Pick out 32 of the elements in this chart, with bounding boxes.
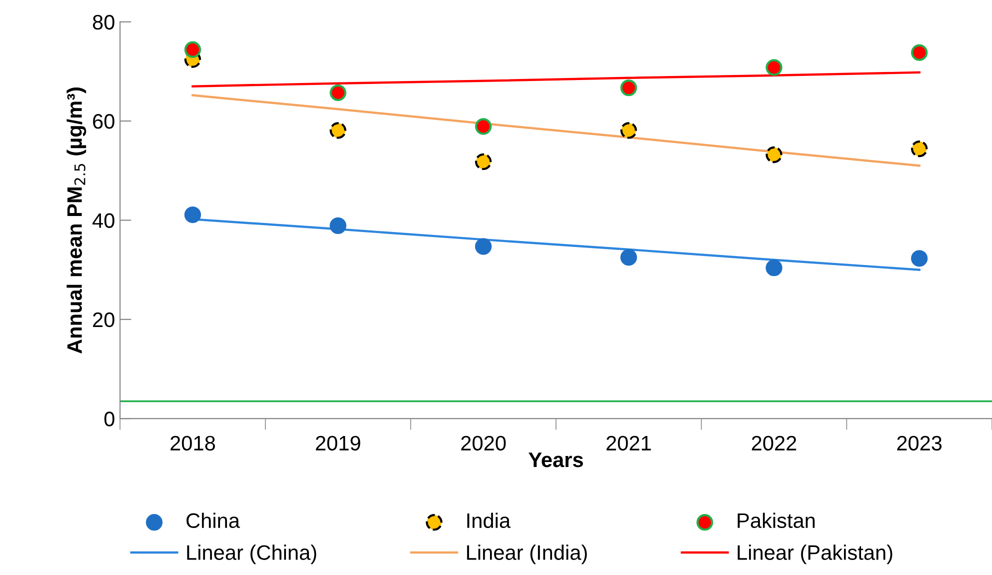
point	[911, 250, 928, 267]
x-tick-label: 2018	[170, 436, 215, 451]
point	[911, 44, 928, 61]
y-tick-label: 80	[92, 14, 114, 30]
point	[330, 217, 346, 234]
y-tick-label: 40	[92, 213, 114, 228]
point	[475, 118, 492, 135]
point	[184, 41, 202, 58]
legend-label: India	[467, 512, 511, 528]
x-tick-label: 2022	[752, 436, 796, 451]
x-tick-label: 2019	[316, 436, 360, 451]
x-tick-label: 2020	[461, 436, 506, 451]
point	[766, 260, 782, 276]
legend-label: Pakistan	[738, 512, 815, 528]
point	[620, 249, 638, 266]
point	[620, 79, 638, 96]
legend-label: China	[186, 512, 240, 528]
legend-label: Linear (India)	[467, 544, 587, 564]
point	[475, 238, 492, 255]
line-series	[192, 94, 920, 167]
x-tick-label: 2021	[606, 436, 651, 451]
point	[330, 84, 346, 102]
point	[766, 59, 782, 76]
x-axis-title: Years	[528, 452, 583, 468]
y-tick-label: 0	[104, 412, 114, 426]
y-tick-label: 20	[93, 312, 114, 328]
point	[184, 206, 202, 224]
legend-label: Linear (Pakistan)	[738, 544, 892, 564]
y-tick-label: 60	[93, 114, 114, 129]
x-tick-label: 2023	[897, 436, 942, 451]
y-axis-title: Annual mean PM$_{2.5}$ (µg/m³)	[66, 88, 86, 354]
legend-label: Linear (China)	[187, 544, 316, 564]
